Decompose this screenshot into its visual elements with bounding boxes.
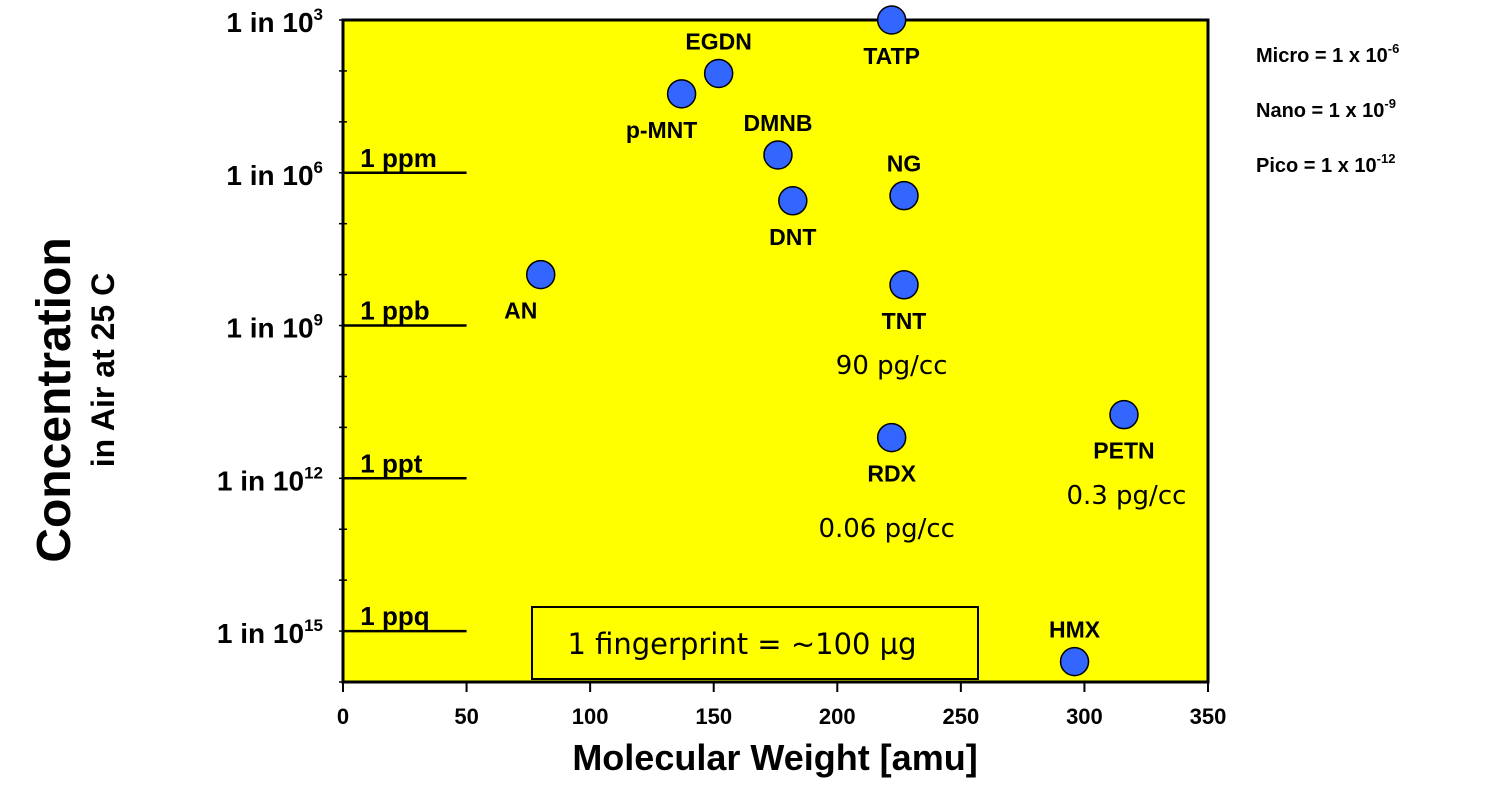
x-tick-label: 250 (942, 704, 979, 729)
data-point (1059, 646, 1090, 677)
y-tick-exponent: 9 (314, 311, 323, 330)
prefix-note: Nano = 1 x 10-9 (1256, 96, 1396, 122)
data-point-label: p-MNT (626, 117, 698, 143)
y-tick-exponent: 6 (314, 158, 323, 177)
reference-line-label: 1 ppb (360, 296, 429, 326)
data-point-label: PETN (1093, 438, 1154, 464)
data-point (876, 5, 907, 35)
data-point-label: TATP (863, 43, 920, 69)
prefix-base: Nano = 1 x 10 (1256, 100, 1384, 122)
prefix-note: Pico = 1 x 10-12 (1256, 151, 1395, 177)
data-point (1109, 399, 1139, 430)
y-tick-base: 1 in 10 (226, 7, 313, 38)
y-tick-label: 1 in 109 (226, 311, 323, 344)
data-point-label: RDX (867, 461, 916, 487)
data-point-label: HMX (1049, 617, 1101, 643)
y-tick-label: 1 in 1012 (217, 463, 323, 496)
data-point (703, 58, 734, 89)
data-point (666, 79, 697, 109)
x-axis-title: Molecular Weight [amu] (572, 737, 977, 778)
data-point (763, 140, 793, 170)
prefix-exponent: -12 (1377, 151, 1396, 166)
y-tick-label: 1 in 103 (226, 5, 323, 38)
y-axis-subtitle: in Air at 25 C (85, 273, 121, 467)
data-point-label: TNT (882, 308, 927, 334)
x-tick-label: 200 (819, 704, 856, 729)
reference-line-label: 1 ppq (360, 601, 429, 631)
annotation-label: 0.3 pg/cc (1066, 481, 1186, 511)
data-point (889, 180, 919, 211)
data-point-label: NG (887, 151, 922, 177)
y-tick-base: 1 in 10 (217, 465, 304, 496)
data-point (778, 186, 808, 216)
prefix-exponent: -9 (1384, 96, 1396, 111)
fingerprint-note: 1 fingerprint = ~100 µg (567, 627, 916, 661)
y-tick-base: 1 in 10 (217, 618, 304, 649)
y-axis-title: Concentration (28, 237, 81, 562)
x-tick-label: 300 (1066, 704, 1103, 729)
reference-line-label: 1 ppt (360, 448, 422, 478)
data-point-label: EGDN (685, 28, 751, 54)
data-point (525, 259, 556, 290)
data-point-label: DMNB (743, 110, 812, 136)
y-tick-exponent: 3 (314, 5, 323, 24)
y-tick-base: 1 in 10 (226, 313, 313, 344)
y-tick-label: 1 in 106 (226, 158, 323, 191)
annotation-label: 90 pg/cc (836, 351, 948, 381)
fingerprint-note-box (531, 606, 979, 680)
reference-line-label: 1 ppm (360, 143, 437, 173)
data-point (876, 422, 907, 453)
y-tick-exponent: 15 (304, 616, 323, 635)
x-tick-label: 50 (454, 704, 478, 729)
prefix-base: Micro = 1 x 10 (1256, 45, 1388, 67)
prefix-exponent: -6 (1388, 41, 1400, 56)
data-point (889, 270, 919, 300)
x-tick-label: 100 (572, 704, 609, 729)
y-tick-base: 1 in 10 (226, 160, 313, 191)
y-tick-exponent: 12 (304, 463, 323, 482)
x-tick-label: 350 (1190, 704, 1227, 729)
plot-area (341, 18, 1210, 684)
annotation-label: 0.06 pg/cc (818, 514, 955, 544)
prefix-note: Micro = 1 x 10-6 (1256, 41, 1399, 67)
data-point-label: AN (504, 298, 537, 324)
x-tick-label: 0 (337, 704, 349, 729)
data-point-label: DNT (769, 224, 816, 250)
prefix-base: Pico = 1 x 10 (1256, 155, 1377, 177)
x-tick-label: 150 (695, 704, 732, 729)
y-tick-label: 1 in 1015 (217, 616, 323, 649)
